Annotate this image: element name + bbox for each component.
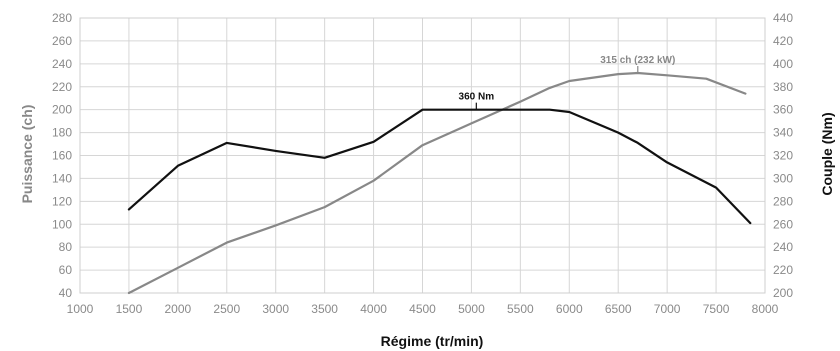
right-y-tick-label: 400 xyxy=(773,57,793,71)
left-y-tick-label: 220 xyxy=(52,80,72,94)
x-tick-label: 7500 xyxy=(703,302,730,316)
left-y-tick-label: 140 xyxy=(52,171,72,185)
x-tick-label: 8000 xyxy=(752,302,779,316)
grid xyxy=(79,17,766,294)
x-tick-label: 6500 xyxy=(605,302,632,316)
left-y-tick-label: 160 xyxy=(52,149,72,163)
right-y-tick-label: 380 xyxy=(773,80,793,94)
left-y-tick-label: 120 xyxy=(52,194,72,208)
power-series-line xyxy=(127,71,747,295)
annotations: 360 Nm 315 ch (232 kW) xyxy=(459,55,675,110)
left-y-tick-label: 60 xyxy=(59,263,73,277)
left-y-tick-label: 100 xyxy=(52,217,72,231)
x-tick-label: 7000 xyxy=(654,302,681,316)
x-tick-label: 2000 xyxy=(165,302,192,316)
left-axis-title: Puissance (ch) xyxy=(19,105,35,204)
right-y-tick-label: 220 xyxy=(773,263,793,277)
x-axis-title: Régime (tr/min) xyxy=(381,333,484,349)
x-tick-label: 1500 xyxy=(116,302,143,316)
x-tick-label: 5000 xyxy=(458,302,485,316)
right-y-tick-label: 240 xyxy=(773,240,793,254)
x-tick-label: 4500 xyxy=(409,302,436,316)
x-tick-label: 5500 xyxy=(507,302,534,316)
annotation-label: 360 Nm xyxy=(459,92,495,103)
right-y-tick-label: 280 xyxy=(773,194,793,208)
plot-frame xyxy=(79,17,766,294)
series-lines xyxy=(127,71,752,295)
plot-border xyxy=(79,17,766,294)
right-y-tick-label: 300 xyxy=(773,171,793,185)
x-tick-label: 6000 xyxy=(556,302,583,316)
right-y-tick-label: 260 xyxy=(773,217,793,231)
left-y-tick-label: 80 xyxy=(59,240,73,254)
x-tick-label: 3000 xyxy=(262,302,289,316)
right-axis-title: Couple (Nm) xyxy=(819,112,835,195)
right-y-tick-label: 320 xyxy=(773,149,793,163)
torque-series-line xyxy=(127,108,752,225)
x-axis-ticks: 1000 1500 2000 2500 3000 3500 4000 4500 5000 5500… xyxy=(67,302,779,316)
right-y-tick-label: 440 xyxy=(773,11,793,25)
right-y-tick-label: 420 xyxy=(773,34,793,48)
left-axis-ticks: 40 60 80 100 120 140 160 180 200 220 240 260 280 xyxy=(52,11,72,300)
right-y-tick-label: 360 xyxy=(773,103,793,117)
left-y-tick-label: 280 xyxy=(52,11,72,25)
left-y-tick-label: 240 xyxy=(52,57,72,71)
x-tick-label: 3500 xyxy=(311,302,338,316)
x-tick-label: 1000 xyxy=(67,302,94,316)
x-tick-label: 4000 xyxy=(360,302,387,316)
annotation-label: 315 ch (232 kW) xyxy=(600,55,675,66)
left-y-tick-label: 200 xyxy=(52,103,72,117)
right-axis-ticks: 200 220 240 260 280 300 320 340 360 380 400 420 440 xyxy=(773,11,793,300)
right-y-tick-label: 200 xyxy=(773,286,793,300)
left-y-tick-label: 260 xyxy=(52,34,72,48)
x-tick-label: 2500 xyxy=(213,302,240,316)
left-y-tick-label: 180 xyxy=(52,126,72,140)
right-y-tick-label: 340 xyxy=(773,126,793,140)
left-y-tick-label: 40 xyxy=(59,286,73,300)
